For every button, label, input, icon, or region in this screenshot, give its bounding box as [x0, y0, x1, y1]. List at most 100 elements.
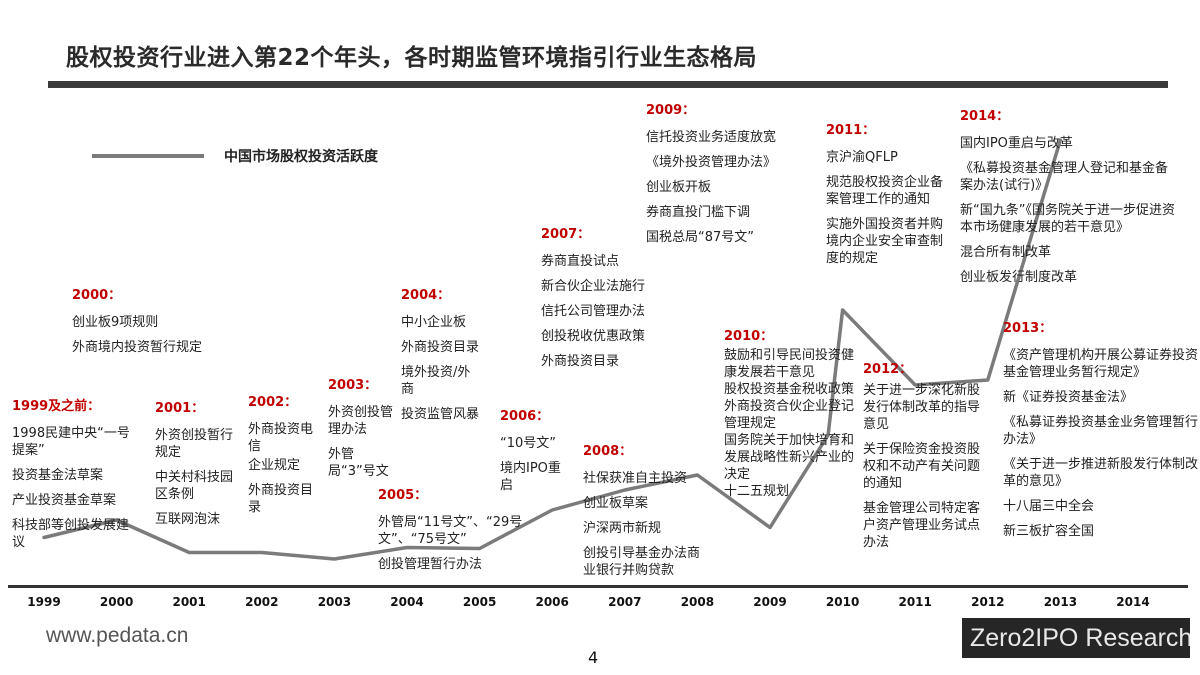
x-tick-label: 2003	[317, 595, 352, 609]
event-item: 创投引导基金办法商业银行并购贷款	[583, 546, 701, 578]
event-item: 外管局“3”号文	[328, 447, 389, 479]
event-item: 外商投资合伙企业登记管理规定	[724, 399, 855, 431]
event-item: 企业规定	[248, 458, 301, 473]
event-item: 外资创投暂行规定	[155, 428, 234, 460]
x-tick-label: 2005	[462, 595, 497, 609]
event-block-2006: 2006： “10号文” 境内IPO重启	[500, 408, 570, 502]
event-block-2001: 2001： 外资创投暂行规定 中关村科技园区条例 互联网泡沫	[155, 400, 235, 536]
event-item: 《私募投资基金管理人登记和基金备案办法(试行)》	[960, 161, 1169, 193]
x-tick-label: 2000	[99, 595, 134, 609]
event-item: 券商直投门槛下调	[646, 205, 751, 220]
x-tick-label: 2009	[753, 595, 787, 609]
x-tick-label: 2001	[172, 595, 206, 609]
event-item: 创投管理暂行办法	[378, 557, 483, 572]
event-item: 外商投资目录	[401, 340, 480, 355]
event-item: 境外投资/外商	[401, 365, 471, 397]
event-item: 中关村科技园区条例	[155, 470, 234, 502]
event-item: “10号文”	[500, 436, 557, 451]
event-item: 新“国九条”《国务院关于进一步促进资本市场健康发展的若干意见》	[960, 203, 1175, 235]
event-block-2002: 2002： 外商投资电信 企业规定 外商投资目录	[248, 394, 314, 524]
event-block-2007: 2007： 券商直投试点 新合伙企业法施行 信托公司管理办法 创投税收优惠政策 …	[541, 226, 691, 378]
event-year: 2005：	[378, 488, 428, 503]
event-item: 外商境内投资暂行规定	[72, 340, 203, 355]
event-item: 《资产管理机构开展公募证券投资基金管理业务暂行规定》	[1003, 348, 1199, 380]
event-item: 《境外投资管理办法》	[646, 155, 777, 170]
event-year: 2008：	[583, 444, 633, 459]
event-block-2012: 2012： 关于进一步深化新股发行体制改革的指导意见 关于保险资金投资股权和不动…	[863, 361, 987, 559]
event-item: 中小企业板	[401, 315, 467, 330]
x-tick-label: 2002	[245, 595, 279, 609]
event-year: 2011：	[826, 123, 876, 138]
event-block-2013: 2013： 《资产管理机构开展公募证券投资基金管理业务暂行规定》 新《证券投资基…	[1003, 320, 1198, 548]
event-item: 科技部等创投发展建议	[12, 518, 130, 550]
event-block-2004: 2004： 中小企业板 外商投资目录 境外投资/外商 投资监管风暴	[401, 287, 481, 431]
event-item: 沪深两市新规	[583, 521, 662, 536]
zero2ipo-logo: Zero2IPO Research	[962, 618, 1190, 658]
legend-line-swatch	[92, 154, 204, 158]
event-item: 创业板发行制度改革	[960, 270, 1078, 285]
event-year: 2000：	[72, 288, 122, 303]
event-year: 2006：	[500, 409, 550, 424]
event-item: 规范股权投资企业备案管理工作的通知	[826, 175, 944, 207]
event-block-2010: 2010： 鼓励和引导民间投资健康发展若干意见 股权投资基金税收政策 外商投资合…	[724, 328, 860, 500]
event-year: 2004：	[401, 288, 451, 303]
event-item: 国务院关于加快培育和发展战略性新兴产业的决定	[724, 433, 855, 482]
event-year: 2002：	[248, 395, 298, 410]
event-block-2008: 2008： 社保获准自主投资 创业板草案 沪深两市新规 创投引导基金办法商业银行…	[583, 443, 708, 587]
event-item: 国内IPO重启与改革	[960, 136, 1073, 151]
event-item: 新三板扩容全国	[1003, 524, 1095, 539]
event-item: 新合伙企业法施行	[541, 279, 646, 294]
event-block-1999: 1999及之前： 1998民建中央“一号提案” 投资基金法草案 产业投资基金草案…	[12, 398, 137, 559]
page-number: 4	[588, 648, 599, 667]
event-block-2000: 2000： 创业板9项规则 外商境内投资暂行规定	[72, 287, 242, 364]
event-block-2003: 2003： 外资创投管理办法 外管局“3”号文	[328, 377, 394, 488]
event-item: 关于保险资金投资股权和不动产有关问题的通知	[863, 442, 981, 491]
event-block-2011: 2011： 京沪渝QFLP 规范股权投资企业备案管理工作的通知 实施外国投资者并…	[826, 122, 948, 275]
event-item: 互联网泡沫	[155, 512, 221, 527]
event-item: 新《证券投资基金法》	[1003, 390, 1134, 405]
event-item: 信托公司管理办法	[541, 304, 646, 319]
x-tick-label: 2008	[680, 595, 715, 609]
event-item: 基金管理公司特定客户资产管理业务试点办法	[863, 501, 981, 550]
event-item: 鼓励和引导民间投资健康发展若干意见	[724, 348, 855, 380]
x-tick-label: 2010	[825, 595, 860, 609]
website-url: www.pedata.cn	[46, 624, 189, 647]
x-tick-label: 2011	[898, 595, 932, 609]
event-item: 信托投资业务适度放宽	[646, 130, 777, 145]
event-item: 外商投资目录	[248, 483, 314, 515]
event-item: 创业板9项规则	[72, 315, 159, 330]
page-title: 股权投资行业进入第22个年头，各时期监管环境指引行业生态格局	[66, 45, 758, 71]
event-block-2005: 2005： 外管局“11号文”、“29号文”、“75号文” 创投管理暂行办法	[378, 487, 553, 581]
event-item: 国税总局“87号文”	[646, 230, 755, 245]
event-item: 外商投资目录	[541, 354, 620, 369]
event-item: 实施外国投资者并购境内企业安全审查制度的规定	[826, 217, 944, 266]
event-year: 1999及之前：	[12, 399, 101, 414]
event-year: 2014：	[960, 109, 1010, 124]
x-tick-label: 2004	[390, 595, 424, 609]
event-item: 创投税收优惠政策	[541, 329, 646, 344]
event-item: 关于进一步深化新股发行体制改革的指导意见	[863, 383, 981, 432]
event-item: 创业板开板	[646, 180, 712, 195]
event-year: 2001：	[155, 401, 205, 416]
event-year: 2010：	[724, 329, 774, 344]
event-year: 2009：	[646, 103, 696, 118]
event-item: 创业板草案	[583, 496, 649, 511]
event-item: 《私募证券投资基金业务管理暂行办法》	[1003, 415, 1199, 447]
event-item: 十二五规划	[724, 484, 790, 499]
event-item: 产业投资基金草案	[12, 493, 117, 508]
x-tick-label: 2013	[1043, 595, 1078, 609]
event-year: 2003：	[328, 378, 378, 393]
x-axis-line	[8, 585, 1188, 588]
x-tick-label: 2006	[535, 595, 569, 609]
event-item: 投资监管风暴	[401, 407, 480, 422]
event-item: 1998民建中央“一号提案”	[12, 426, 130, 458]
x-tick-label: 2007	[608, 595, 642, 609]
event-item: 十八届三中全会	[1003, 499, 1095, 514]
legend-label: 中国市场股权投资活跃度	[224, 149, 378, 165]
x-tick-label: 1999	[27, 595, 61, 609]
x-tick-label: 2014	[1116, 595, 1150, 609]
event-item: 外资创投管理办法	[328, 405, 394, 437]
event-year: 2012：	[863, 362, 913, 377]
event-item: 混合所有制改革	[960, 245, 1052, 260]
